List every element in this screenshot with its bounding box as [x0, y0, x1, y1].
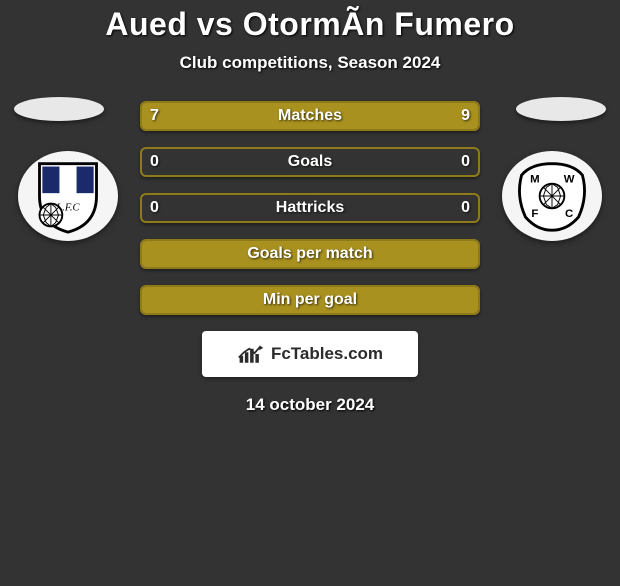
stat-bar: 0 0 Hattricks	[140, 193, 480, 223]
page-title: Aued vs OtormÃ­n Fumero	[0, 6, 620, 43]
chart-icon	[237, 343, 265, 365]
bar-value-right: 9	[461, 107, 470, 125]
bar-label: Hattricks	[276, 199, 344, 217]
flag-left-ellipse	[14, 97, 104, 121]
bar-label: Goals per match	[247, 245, 372, 263]
bar-label: Matches	[278, 107, 342, 125]
bar-value-right: 0	[461, 199, 470, 217]
date-text: 14 october 2024	[0, 395, 620, 415]
team-badge-left: L.F.C	[18, 151, 118, 241]
flag-right-ellipse	[516, 97, 606, 121]
subtitle: Club competitions, Season 2024	[0, 53, 620, 73]
stat-bar: 0 0 Goals	[140, 147, 480, 177]
bar-value-left: 0	[150, 153, 159, 171]
watermark-box: FcTables.com	[202, 331, 418, 377]
svg-text:M: M	[530, 174, 540, 186]
stat-bar: 7 9 Matches	[140, 101, 480, 131]
svg-text:W: W	[564, 174, 575, 186]
bar-label: Min per goal	[263, 291, 357, 309]
team-badge-right: M W F C	[502, 151, 602, 241]
shield-icon: M W F C	[514, 158, 590, 234]
bar-fill-left	[142, 103, 289, 129]
svg-text:F: F	[531, 208, 538, 220]
comparison-stage: L.F.C M W F C 7 9 Matches 0 0 Goals 0 0 Hattrick…	[0, 101, 620, 415]
stat-bars: 7 9 Matches 0 0 Goals 0 0 Hattricks Goals per mat…	[140, 101, 480, 315]
stat-bar: Min per goal	[140, 285, 480, 315]
watermark-text: FcTables.com	[271, 344, 383, 364]
bar-value-left: 7	[150, 107, 159, 125]
bar-value-right: 0	[461, 153, 470, 171]
stat-bar: Goals per match	[140, 239, 480, 269]
bar-label: Goals	[288, 153, 332, 171]
bar-value-left: 0	[150, 199, 159, 217]
svg-text:C: C	[565, 208, 573, 220]
shield-icon: L.F.C	[30, 158, 106, 234]
